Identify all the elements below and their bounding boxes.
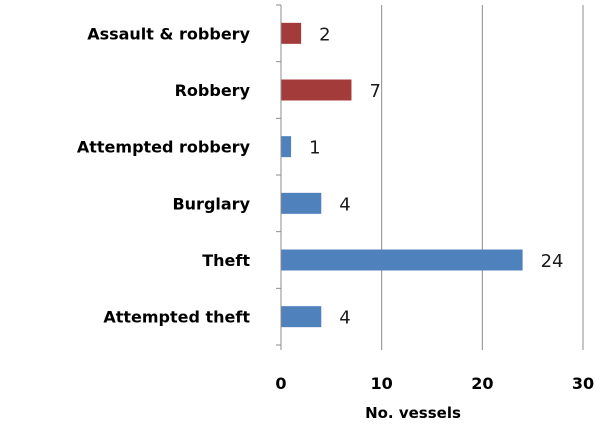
axes <box>276 4 584 350</box>
data-label: 1 <box>309 138 320 159</box>
bar <box>281 22 302 44</box>
category-label: Robbery <box>175 81 251 100</box>
data-label: 7 <box>369 81 380 102</box>
bars <box>281 22 523 328</box>
bar <box>281 249 523 271</box>
data-label: 2 <box>319 24 330 45</box>
data-label: 24 <box>541 251 564 272</box>
category-label: Attempted theft <box>103 308 250 327</box>
bar <box>281 306 322 328</box>
data-label: 4 <box>339 308 350 329</box>
x-tick-label: 0 <box>275 374 286 393</box>
data-label: 4 <box>339 194 350 215</box>
x-tick-label: 20 <box>471 374 493 393</box>
category-label: Attempted robbery <box>77 138 251 157</box>
x-tick-label: 10 <box>371 374 393 393</box>
grid-lines <box>381 5 584 345</box>
bar <box>281 136 292 158</box>
category-label: Theft <box>202 251 250 270</box>
x-tick-label: 30 <box>572 374 594 393</box>
category-label: Burglary <box>172 194 250 213</box>
category-label: Assault & robbery <box>87 24 250 43</box>
bar <box>281 192 322 214</box>
x-axis-title: No. vessels <box>365 404 461 422</box>
bar <box>281 79 352 101</box>
labels: Assault & robbery 2 Robbery 7 Attempted robb… <box>77 24 594 393</box>
